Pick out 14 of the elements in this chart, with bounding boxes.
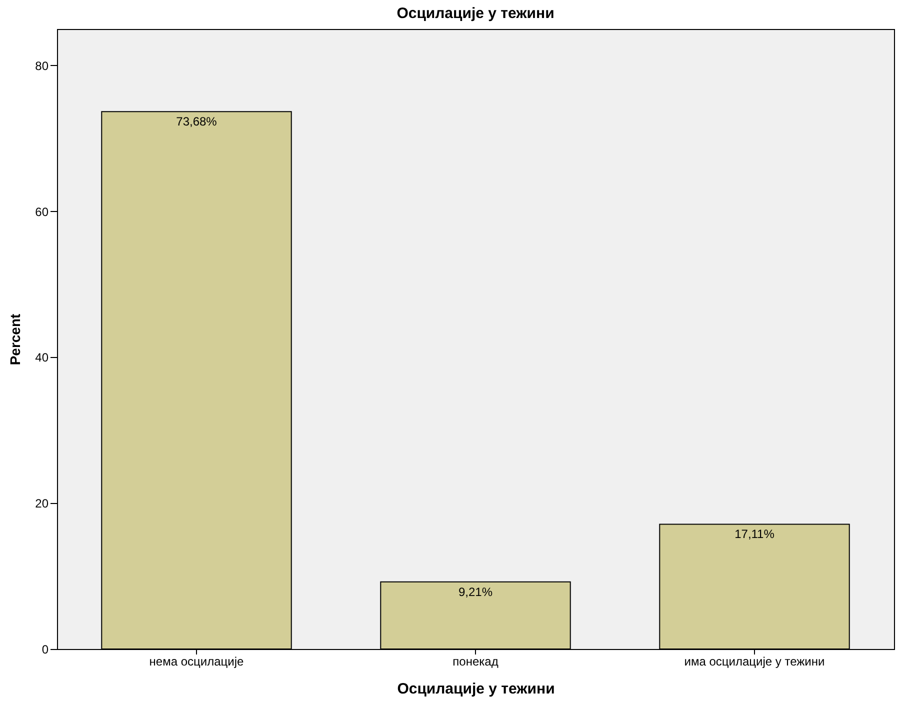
x-axis-title: Осцилације у тежини <box>397 680 555 698</box>
y-tick-label: 60 <box>35 204 49 219</box>
data-label: 17,11% <box>734 527 775 542</box>
y-axis-title: Percent <box>7 313 24 366</box>
data-label: 73,68% <box>176 114 218 129</box>
y-tick-label: 20 <box>35 496 49 511</box>
data-label: 9,21% <box>458 584 493 599</box>
x-tick-label: нема осцилације <box>149 654 244 668</box>
x-tick-label: има осцилације у тежини <box>684 654 825 668</box>
y-tick-label: 80 <box>35 58 49 73</box>
x-tick-label: понекад <box>452 654 498 668</box>
y-tick-label: 0 <box>42 642 49 656</box>
y-tick-label: 40 <box>35 350 49 365</box>
chart-title: Осцилације у тежини <box>396 5 554 22</box>
